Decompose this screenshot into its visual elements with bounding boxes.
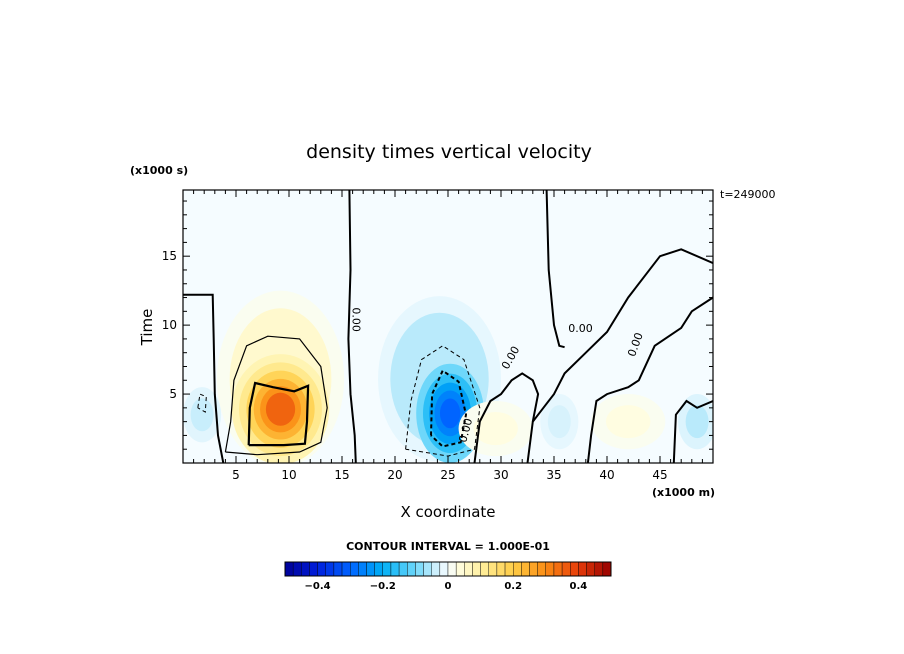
colorbar-segment (488, 561, 498, 577)
x-tick-label: 30 (493, 468, 508, 482)
zero-contour (545, 190, 565, 349)
negative-contour (197, 393, 207, 413)
y-axis: 5 10 15 (162, 200, 713, 450)
weak-field (190, 398, 214, 432)
x-axis-label: X coordinate (400, 503, 495, 521)
colorbar-tick-label: −0.4 (305, 581, 331, 592)
x-tick-label: 20 (387, 468, 402, 482)
colorbar-segment (545, 561, 555, 577)
colorbar-segment (521, 561, 530, 577)
colorbar-segment (341, 561, 351, 577)
colorbar-segment (504, 561, 514, 577)
colorbar-segment (529, 561, 538, 577)
time-stamp: t=249000 (720, 188, 776, 201)
colorbar-segment (472, 561, 481, 577)
colorbar-tick-label: 0.2 (504, 581, 522, 592)
x-axis: 5 10 15 20 25 30 35 40 45 (193, 190, 703, 482)
x-tick-label: 10 (281, 468, 296, 482)
colorbar-segment (382, 561, 392, 577)
colorbar-segment (366, 561, 375, 577)
colorbar-segment (455, 561, 465, 577)
colorbar-tick-label: −0.2 (370, 581, 396, 592)
colorbar-segment (301, 561, 310, 577)
weak-field (685, 405, 709, 439)
x-tick-label: 40 (599, 468, 614, 482)
positive-field (265, 392, 296, 426)
colorbar (284, 561, 612, 577)
colorbar-segment (439, 561, 449, 577)
negative-contour-strong (430, 369, 468, 448)
colorbar-segment (292, 561, 302, 577)
colorbar-ticks: −0.4 −0.2 0 0.2 0.4 (305, 581, 588, 592)
y-axis-label: Time (138, 309, 156, 347)
colorbar-segment (561, 561, 571, 577)
colorbar-segment (317, 561, 326, 577)
colorbar-segment (415, 561, 424, 577)
colorbar-segment (578, 561, 587, 577)
colorbar-tick-label: 0.4 (570, 581, 588, 592)
colorbar-segment (407, 561, 416, 577)
colorbar-segment (570, 561, 579, 577)
x-tick-label: 45 (652, 468, 667, 482)
colorbar-segment (325, 561, 335, 577)
weak-field (605, 405, 651, 439)
colorbar-segment (423, 561, 432, 577)
x-tick-label: 5 (232, 468, 240, 482)
colorbar-segment (553, 561, 563, 577)
contour-interval-label: CONTOUR INTERVAL = 1.000E-01 (346, 540, 550, 553)
positive-contour-strong (247, 381, 310, 447)
colorbar-segment (537, 561, 547, 577)
contour-lines (183, 190, 713, 463)
colorbar-segment (602, 561, 612, 577)
colorbar-segment (464, 561, 473, 577)
negative-field (439, 398, 461, 429)
colorbar-segment (431, 561, 441, 577)
y-tick-label: 5 (169, 387, 177, 401)
colorbar-segment (496, 561, 506, 577)
x-tick-label: 15 (334, 468, 349, 482)
x-tick-label: 35 (546, 468, 561, 482)
contour-label: 0.00 (350, 307, 363, 332)
zero-contour (586, 296, 713, 463)
colorbar-segment (333, 561, 343, 577)
weak-field (547, 405, 571, 439)
colorbar-segment (480, 561, 489, 577)
x-unit-label: (x1000 m) (652, 486, 715, 499)
colorbar-segment (284, 561, 294, 577)
heatmap-field (183, 190, 713, 463)
colorbar-segment (513, 561, 522, 577)
zero-contour (526, 248, 713, 463)
y-tick-label: 15 (162, 249, 177, 263)
x-tick-label: 25 (440, 468, 455, 482)
y-unit-label: (x1000 s) (130, 164, 188, 177)
colorbar-segment (350, 561, 359, 577)
negative-contour (405, 345, 481, 457)
colorbar-segment (398, 561, 408, 577)
colorbar-segment (594, 561, 604, 577)
zero-contour (347, 190, 357, 463)
chart-title: density times vertical velocity (306, 141, 592, 163)
weak-field (473, 411, 518, 446)
contour-label: 0.00 (456, 417, 475, 444)
colorbar-segment (358, 561, 367, 577)
colorbar-segment (447, 561, 457, 577)
colorbar-frame (284, 561, 612, 577)
y-tick-label: 10 (162, 318, 177, 332)
zero-contour (672, 399, 713, 463)
colorbar-segment (390, 561, 400, 577)
colorbar-tick-label: 0 (445, 581, 452, 592)
colorbar-segment (586, 561, 595, 577)
positive-contour (224, 335, 328, 456)
colorbar-segment (309, 561, 318, 577)
contour-label: 0.00 (568, 322, 593, 335)
colorbar-segment (374, 561, 383, 577)
zero-contour (183, 293, 225, 463)
zero-contour (473, 372, 540, 463)
